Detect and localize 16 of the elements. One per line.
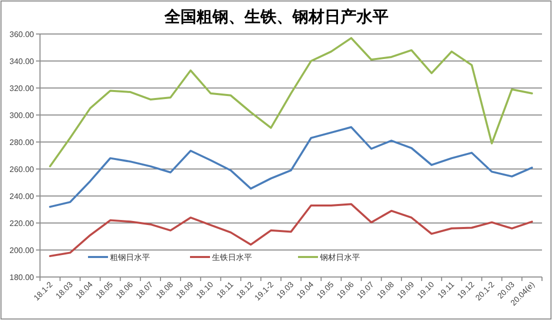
line-series — [49, 37, 533, 168]
chart-title: 全国粗钢、生铁、钢材日产水平 — [164, 8, 388, 26]
y-tick-label: 220.00 — [10, 219, 35, 228]
y-tick-label: 280.00 — [10, 138, 35, 147]
y-tick-label: 200.00 — [10, 246, 35, 255]
y-tick-label: 180.00 — [10, 273, 35, 282]
line-series — [49, 126, 533, 208]
legend-label: 生铁日水平 — [212, 253, 252, 262]
legend-label: 钢材日水平 — [319, 253, 360, 262]
y-tick-label: 320.00 — [10, 84, 35, 93]
y-tick-label: 240.00 — [10, 192, 35, 201]
y-tick-label: 260.00 — [10, 165, 35, 174]
y-tick-label: 360.00 — [10, 30, 35, 39]
legend-label: 粗钢日水平 — [110, 253, 150, 262]
y-tick-label: 300.00 — [10, 111, 35, 120]
y-tick-label: 340.00 — [10, 57, 35, 66]
